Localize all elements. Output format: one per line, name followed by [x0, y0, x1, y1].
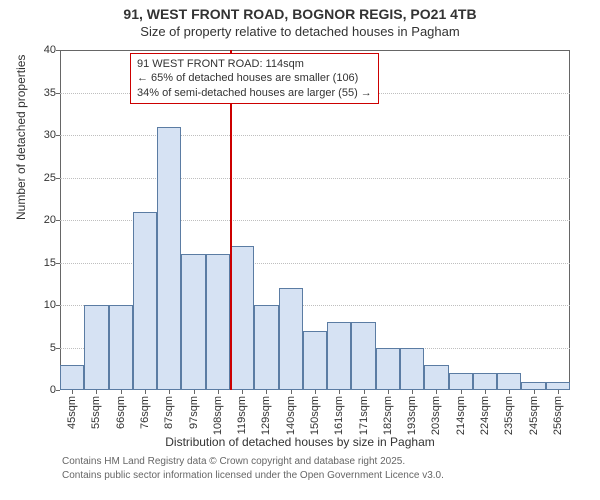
x-tick-label: 256sqm — [552, 396, 564, 435]
x-tick-label: 140sqm — [285, 396, 297, 435]
annotation-line: ← 65% of detached houses are smaller (10… — [137, 71, 372, 85]
histogram-bar — [424, 365, 448, 391]
y-axis-label: Number of detached properties — [14, 55, 28, 220]
x-tick-mark — [534, 390, 535, 394]
histogram-bar — [206, 254, 230, 390]
x-tick-label: 87sqm — [163, 396, 175, 429]
x-tick-mark — [266, 390, 267, 394]
x-tick-label: 193sqm — [406, 396, 418, 435]
x-tick-mark — [558, 390, 559, 394]
annotation-box: 91 WEST FRONT ROAD: 114sqm← 65% of detac… — [130, 53, 379, 104]
histogram-bar — [497, 373, 521, 390]
x-tick-label: 129sqm — [260, 396, 272, 435]
x-tick-mark — [242, 390, 243, 394]
y-tick-label: 20 — [32, 214, 56, 226]
histogram-bar — [327, 322, 351, 390]
x-tick-label: 150sqm — [309, 396, 321, 435]
x-tick-mark — [218, 390, 219, 394]
x-tick-mark — [315, 390, 316, 394]
y-tick-label: 30 — [32, 129, 56, 141]
histogram-bar — [376, 348, 400, 391]
x-tick-label: 55sqm — [90, 396, 102, 429]
x-tick-label: 66sqm — [115, 396, 127, 429]
y-tick-label: 25 — [32, 172, 56, 184]
x-axis-label: Distribution of detached houses by size … — [0, 435, 600, 449]
x-tick-label: 45sqm — [66, 396, 78, 429]
x-tick-label: 76sqm — [139, 396, 151, 429]
histogram-bar — [400, 348, 424, 391]
x-tick-mark — [145, 390, 146, 394]
x-tick-mark — [509, 390, 510, 394]
x-tick-label: 97sqm — [188, 396, 200, 429]
y-tick-label: 35 — [32, 87, 56, 99]
histogram-bar — [181, 254, 205, 390]
histogram-bar — [133, 212, 157, 391]
x-tick-label: 235sqm — [503, 396, 515, 435]
annotation-line: 91 WEST FRONT ROAD: 114sqm — [137, 57, 372, 71]
histogram-bar — [351, 322, 375, 390]
x-tick-mark — [194, 390, 195, 394]
histogram-bar — [521, 382, 545, 391]
histogram-bar — [60, 365, 84, 391]
x-tick-label: 171sqm — [358, 396, 370, 435]
histogram-bar — [473, 373, 497, 390]
histogram-bar — [303, 331, 327, 391]
x-tick-label: 119sqm — [236, 396, 248, 434]
x-tick-mark — [121, 390, 122, 394]
x-tick-label: 214sqm — [455, 396, 467, 435]
histogram-bar — [157, 127, 181, 391]
title-sub: Size of property relative to detached ho… — [0, 24, 600, 39]
gridline — [60, 135, 570, 136]
x-tick-label: 245sqm — [528, 396, 540, 435]
x-tick-mark — [485, 390, 486, 394]
annotation-line: 34% of semi-detached houses are larger (… — [137, 86, 372, 100]
x-tick-mark — [412, 390, 413, 394]
y-tick-label: 40 — [32, 44, 56, 56]
y-tick-label: 5 — [32, 342, 56, 354]
histogram-bar — [449, 373, 473, 390]
x-tick-mark — [436, 390, 437, 394]
credit-line-2: Contains public sector information licen… — [62, 470, 444, 481]
x-tick-mark — [291, 390, 292, 394]
gridline — [60, 178, 570, 179]
x-tick-mark — [169, 390, 170, 394]
y-tick-label: 15 — [32, 257, 56, 269]
histogram-bar — [546, 382, 570, 391]
histogram-bar — [230, 246, 254, 391]
histogram-bar — [109, 305, 133, 390]
x-tick-label: 203sqm — [430, 396, 442, 435]
histogram-bar — [84, 305, 108, 390]
x-tick-label: 224sqm — [479, 396, 491, 435]
x-tick-mark — [388, 390, 389, 394]
x-tick-mark — [72, 390, 73, 394]
x-tick-mark — [461, 390, 462, 394]
histogram-bar — [254, 305, 278, 390]
x-tick-mark — [364, 390, 365, 394]
y-tick-label: 10 — [32, 299, 56, 311]
x-tick-label: 182sqm — [382, 396, 394, 435]
x-tick-mark — [96, 390, 97, 394]
title-main: 91, WEST FRONT ROAD, BOGNOR REGIS, PO21 … — [0, 6, 600, 22]
credit-line-1: Contains HM Land Registry data © Crown c… — [62, 456, 405, 467]
histogram-bar — [279, 288, 303, 390]
x-tick-label: 161sqm — [333, 396, 345, 435]
histogram-chart: 051015202530354045sqm55sqm66sqm76sqm87sq… — [60, 50, 570, 390]
y-tick-label: 0 — [32, 384, 56, 396]
x-tick-mark — [339, 390, 340, 394]
x-tick-label: 108sqm — [212, 396, 224, 435]
